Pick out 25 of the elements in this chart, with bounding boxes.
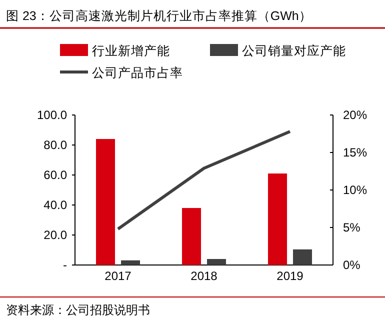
bar xyxy=(96,139,115,265)
y2-tick-label: 15% xyxy=(343,146,368,160)
legend-label: 公司销量对应产能 xyxy=(242,43,346,58)
y-tick-label: 80.0 xyxy=(44,138,68,152)
legend-label: 行业新增产能 xyxy=(92,44,170,58)
y2-tick-label: 0% xyxy=(343,258,361,272)
text: 资料来源：公司招股说明书 xyxy=(6,303,150,317)
y-tick-label: 40.0 xyxy=(44,198,68,212)
y2-tick-label: 10% xyxy=(343,183,368,197)
y2-tick-label: 20% xyxy=(343,108,368,122)
x-tick-label: 2019 xyxy=(276,269,304,283)
title: 图 23：公司高速激光制片机行业市占率推算（GWh） xyxy=(6,9,312,23)
x-tick-label: 2018 xyxy=(190,269,218,283)
y2-tick-label: 5% xyxy=(343,220,361,234)
legend-label: 公司产品市占率 xyxy=(92,65,183,80)
bar xyxy=(293,249,312,265)
x-tick-label: 2017 xyxy=(104,269,132,283)
bar xyxy=(182,208,201,265)
y-tick-label: 100.0 xyxy=(36,108,68,122)
bar xyxy=(121,260,140,265)
y-tick-label: 20.0 xyxy=(44,228,68,242)
bar xyxy=(268,174,287,265)
y-tick-label: 60.0 xyxy=(44,168,68,182)
bar xyxy=(207,259,226,265)
y-tick-label: - xyxy=(63,258,67,272)
